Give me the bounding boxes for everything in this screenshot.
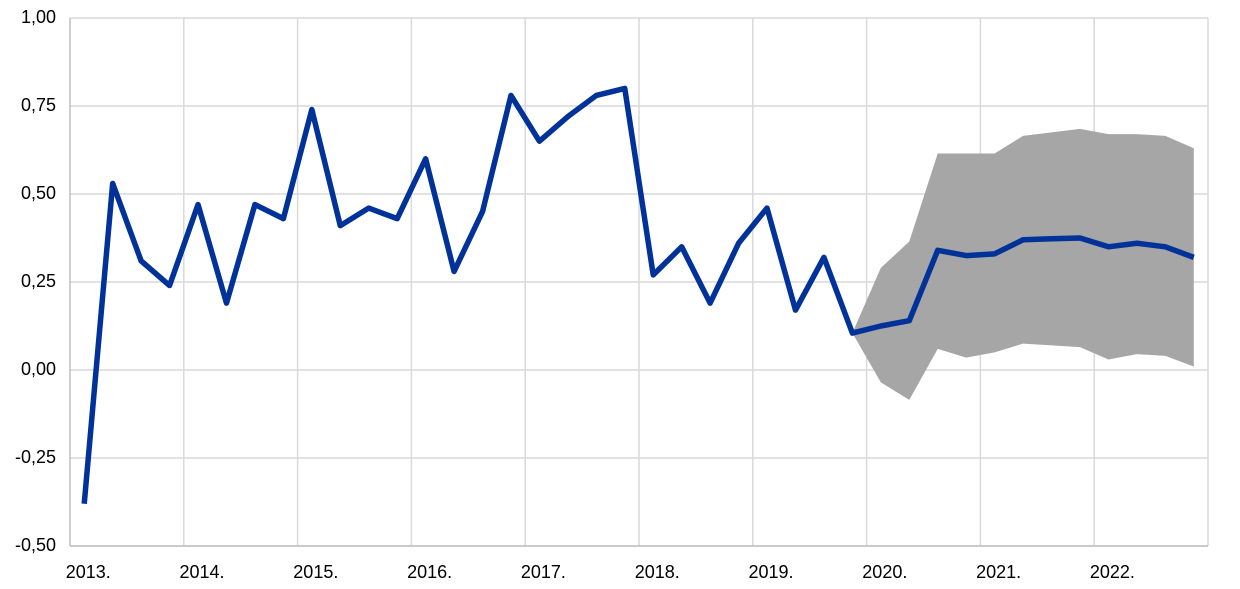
x-tick-label: 2022. <box>1090 562 1135 582</box>
y-tick-label: 0,00 <box>21 359 56 379</box>
y-tick-label: -0,25 <box>15 447 56 467</box>
x-tick-label: 2016. <box>407 562 452 582</box>
x-tick-label: 2018. <box>635 562 680 582</box>
x-tick-label: 2014. <box>180 562 225 582</box>
y-tick-label: 0,50 <box>21 183 56 203</box>
y-tick-label: 0,75 <box>21 95 56 115</box>
y-tick-label: 1,00 <box>21 7 56 27</box>
y-tick-label: 0,25 <box>21 271 56 291</box>
x-tick-label: 2019. <box>749 562 794 582</box>
confidence-band <box>852 128 1194 400</box>
x-tick-label: 2017. <box>521 562 566 582</box>
line <box>81 85 1195 505</box>
x-tick-label: 2015. <box>293 562 338 582</box>
x-tick-label: 2013. <box>66 562 111 582</box>
x-tick-label: 2021. <box>976 562 1021 582</box>
y-tick-label: -0,50 <box>15 535 56 555</box>
x-tick-label: 2020. <box>862 562 907 582</box>
